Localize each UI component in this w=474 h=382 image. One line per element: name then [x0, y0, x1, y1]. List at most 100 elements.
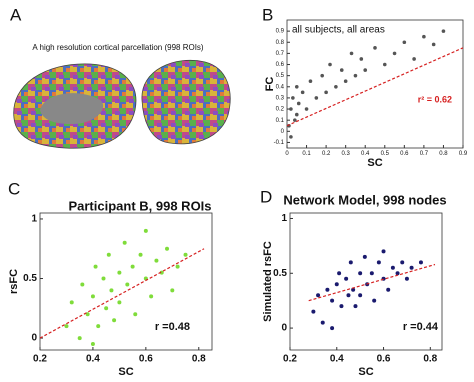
y-tick-label: 0.8 [276, 40, 285, 46]
panel-title: Network Model, 998 nodes [283, 192, 446, 207]
x-tick-label: 0.2 [33, 354, 47, 365]
x-tick-label: 0.6 [139, 354, 153, 365]
x-tick-label: 0.8 [192, 354, 206, 365]
point [320, 73, 325, 78]
point [353, 304, 358, 309]
point [90, 294, 95, 299]
panel-letter: D [260, 187, 272, 206]
point [362, 254, 367, 259]
point [294, 112, 299, 117]
point [77, 336, 82, 341]
x-tick-label: 0.2 [322, 151, 331, 157]
point [69, 300, 74, 305]
point [117, 270, 122, 275]
y-axis-label: rsFC [8, 269, 20, 294]
point [109, 288, 114, 293]
point [348, 260, 353, 265]
point [381, 249, 386, 254]
point [130, 264, 135, 269]
point [372, 298, 377, 303]
y-tick-label: 0.9 [276, 29, 285, 35]
point [344, 276, 349, 281]
x-tick-label: 0.4 [86, 354, 100, 365]
x-tick-label: 0.8 [439, 151, 448, 157]
point [90, 342, 95, 347]
point [400, 260, 405, 265]
point [339, 304, 344, 309]
y-tick-label: 0 [281, 323, 287, 334]
y-tick-label: 0 [281, 129, 285, 135]
point [112, 318, 117, 323]
y-tick-label: 0.6 [276, 62, 285, 68]
point [320, 320, 325, 325]
point [330, 298, 335, 303]
panel-letter: C [8, 179, 20, 198]
point [325, 287, 330, 292]
brain-medial-wall [40, 93, 104, 125]
plot-frame [39, 212, 213, 351]
point [93, 264, 98, 269]
point [294, 84, 299, 89]
point [363, 68, 368, 72]
point [122, 240, 127, 245]
point [308, 79, 313, 84]
point [175, 264, 180, 269]
point [339, 68, 344, 72]
point [337, 271, 342, 276]
point [316, 293, 321, 298]
panel-letter: B [262, 5, 273, 24]
y-tick-label: 0.4 [276, 84, 285, 90]
x-tick-label: 0.5 [381, 151, 390, 157]
point [359, 57, 364, 61]
y-tick-label: -0.1 [274, 140, 285, 146]
x-tick-label: 0.6 [377, 354, 391, 365]
point [291, 96, 295, 100]
fit-line [39, 248, 205, 339]
x-tick-label: 0.3 [341, 151, 350, 157]
point [289, 107, 293, 111]
point [96, 324, 101, 329]
point [358, 271, 363, 276]
x-tick-label: 0.9 [459, 151, 468, 157]
y-tick-label: 0.5 [23, 273, 37, 284]
plot-frame [286, 19, 464, 149]
point [159, 270, 164, 275]
point [441, 29, 446, 33]
point [402, 40, 407, 45]
point [311, 309, 316, 314]
annotation: r =0.44 [403, 321, 439, 333]
x-tick-label: 0.8 [423, 354, 437, 365]
point [353, 73, 358, 78]
point [289, 135, 293, 139]
fit-line [308, 263, 436, 302]
point [330, 326, 335, 331]
panel-title: Participant B, 998 ROIs [68, 198, 211, 213]
point [64, 324, 69, 329]
panel-letter: A [10, 5, 22, 24]
point [369, 271, 374, 276]
y-tick-label: 1 [31, 214, 37, 225]
annotation: r² = 0.62 [418, 94, 452, 104]
y-axis-label: FC [264, 77, 276, 92]
point [101, 276, 106, 281]
point [104, 306, 109, 311]
y-tick-label: 0.5 [273, 268, 287, 279]
y-tick-label: 0.7 [276, 51, 285, 57]
x-tick-label: 0.1 [302, 151, 311, 157]
point [373, 46, 377, 50]
point [314, 96, 319, 100]
point [149, 294, 154, 299]
y-tick-label: 0 [31, 333, 37, 344]
point [343, 79, 348, 84]
point [324, 90, 328, 95]
annotation: r =0.48 [155, 321, 190, 333]
point [165, 246, 170, 251]
x-tick-label: 0.2 [283, 354, 297, 365]
point [183, 252, 188, 257]
point [412, 57, 416, 61]
y-tick-label: 0.1 [276, 118, 285, 124]
point [334, 84, 338, 89]
point [80, 282, 85, 287]
y-tick-label: 0.2 [276, 107, 285, 113]
